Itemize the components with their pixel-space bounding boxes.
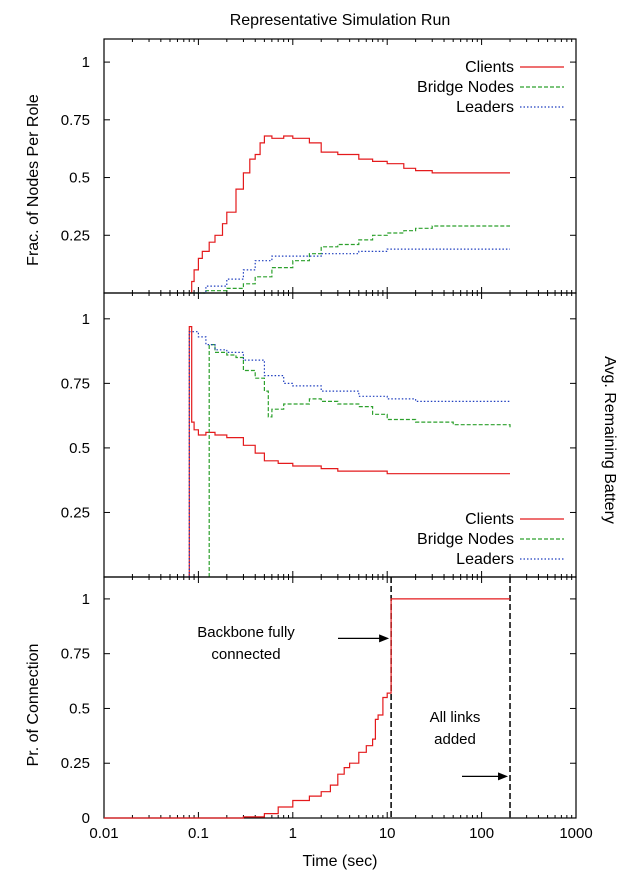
x-tick-label: 100 [469,825,494,842]
top-frame [103,38,577,294]
annotation-text: All links [430,709,481,726]
annotation-text: Backbone fully [197,624,295,641]
bottom-panel: 0 0.25 0.5 0.75 1 0.01 0.1 1 10 100 1000 Backbone f… [61,576,593,842]
series-line-leaders [189,248,510,294]
x-tick-label: 1000 [559,825,592,842]
x-tick-label: 10 [379,825,396,842]
bottom-frame [103,576,577,819]
series-line-bridge-nodes [208,344,511,577]
y-tick-label: 0.75 [61,375,90,392]
series-line-leaders [188,331,510,577]
series-line-clients [189,135,510,294]
bottom-ylabel: Pr. of Connection [25,644,42,767]
y-tick-label: 0.75 [61,646,90,663]
y-tick-label: 0.5 [69,700,90,717]
series-line-bridge-nodes [189,225,510,294]
legend-label: Clients [465,511,514,528]
y-tick-label: 0.25 [61,755,90,772]
series-line-clients [188,326,510,577]
y-tick-label: 0.5 [69,440,90,457]
y-tick-label: 0.75 [61,112,90,129]
middle-ylabel: Avg. Remaining Battery [601,356,618,524]
x-axis-label: Time (sec) [303,853,378,870]
annotation-text: connected [211,646,280,663]
y-tick-label: 0.5 [69,170,90,187]
series-line-connection [104,598,510,819]
chart-title: Representative Simulation Run [230,12,451,29]
y-tick-label: 0.25 [61,227,90,244]
legend-label: Leaders [456,99,514,116]
annotation-text: added [434,731,476,748]
y-tick-label: 0.25 [61,504,90,521]
y-tick-label: 0 [82,810,90,827]
legend-label: Clients [465,59,514,76]
x-tick-label: 0.01 [89,825,118,842]
legend-label: Bridge Nodes [417,79,514,96]
y-tick-label: 1 [82,591,90,608]
x-tick-label: 1 [289,825,297,842]
annotation-arrowhead [498,772,509,781]
top-ylabel: Frac. of Nodes Per Role [25,94,42,266]
y-tick-label: 1 [82,54,90,71]
legend-label: Bridge Nodes [417,531,514,548]
annotation-arrowhead [379,634,390,643]
middle-panel: 0.25 0.5 0.75 1 Clients Bridge Nodes Leaders [61,292,577,578]
top-panel: 0.25 0.5 0.75 1 Clients Bridge Nodes Leaders [61,38,577,294]
x-tick-label: 0.1 [188,825,209,842]
legend-label: Leaders [456,551,514,568]
y-tick-label: 1 [82,311,90,328]
